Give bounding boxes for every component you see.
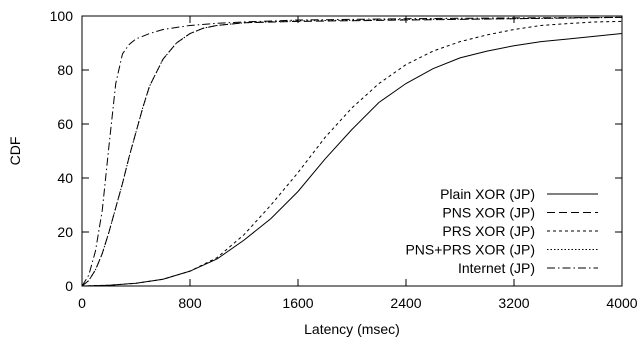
legend-label: Plain XOR (JP) <box>440 186 535 202</box>
legend-label: Internet (JP) <box>458 260 535 276</box>
series-line-5 <box>81 16 623 287</box>
legend-label: PRS XOR (JP) <box>442 223 535 239</box>
x-tick-label: 3200 <box>498 295 529 311</box>
axis-tick-labels: 0 800 1600 2400 3200 4000 0 20 40 60 80 100 <box>50 8 638 311</box>
y-tick-label: 60 <box>57 116 73 132</box>
y-tick-label: 80 <box>57 62 73 78</box>
x-tick-label: 0 <box>78 295 86 311</box>
plot-frame <box>81 15 623 287</box>
axis-ticks <box>81 15 623 287</box>
x-tick-label: 4000 <box>606 295 637 311</box>
series-line-1 <box>81 33 623 287</box>
y-tick-label: 100 <box>50 8 74 24</box>
legend-label: PNS XOR (JP) <box>442 205 535 221</box>
x-tick-label: 800 <box>178 295 202 311</box>
x-axis-title: Latency (msec) <box>304 321 400 337</box>
x-tick-label: 1600 <box>282 295 313 311</box>
y-tick-label: 40 <box>57 170 73 186</box>
series-lines <box>81 16 623 287</box>
series-line-4 <box>81 16 623 287</box>
series-line-3 <box>81 20 623 287</box>
y-tick-label: 20 <box>57 224 73 240</box>
x-tick-label: 2400 <box>390 295 421 311</box>
legend-label: PNS+PRS XOR (JP) <box>405 242 535 258</box>
series-line-2 <box>81 16 623 287</box>
y-tick-label: 0 <box>65 278 73 294</box>
legend: Plain XOR (JP) PNS XOR (JP) PRS XOR (JP) PN… <box>405 186 598 276</box>
y-axis-title: CDF <box>7 137 23 166</box>
